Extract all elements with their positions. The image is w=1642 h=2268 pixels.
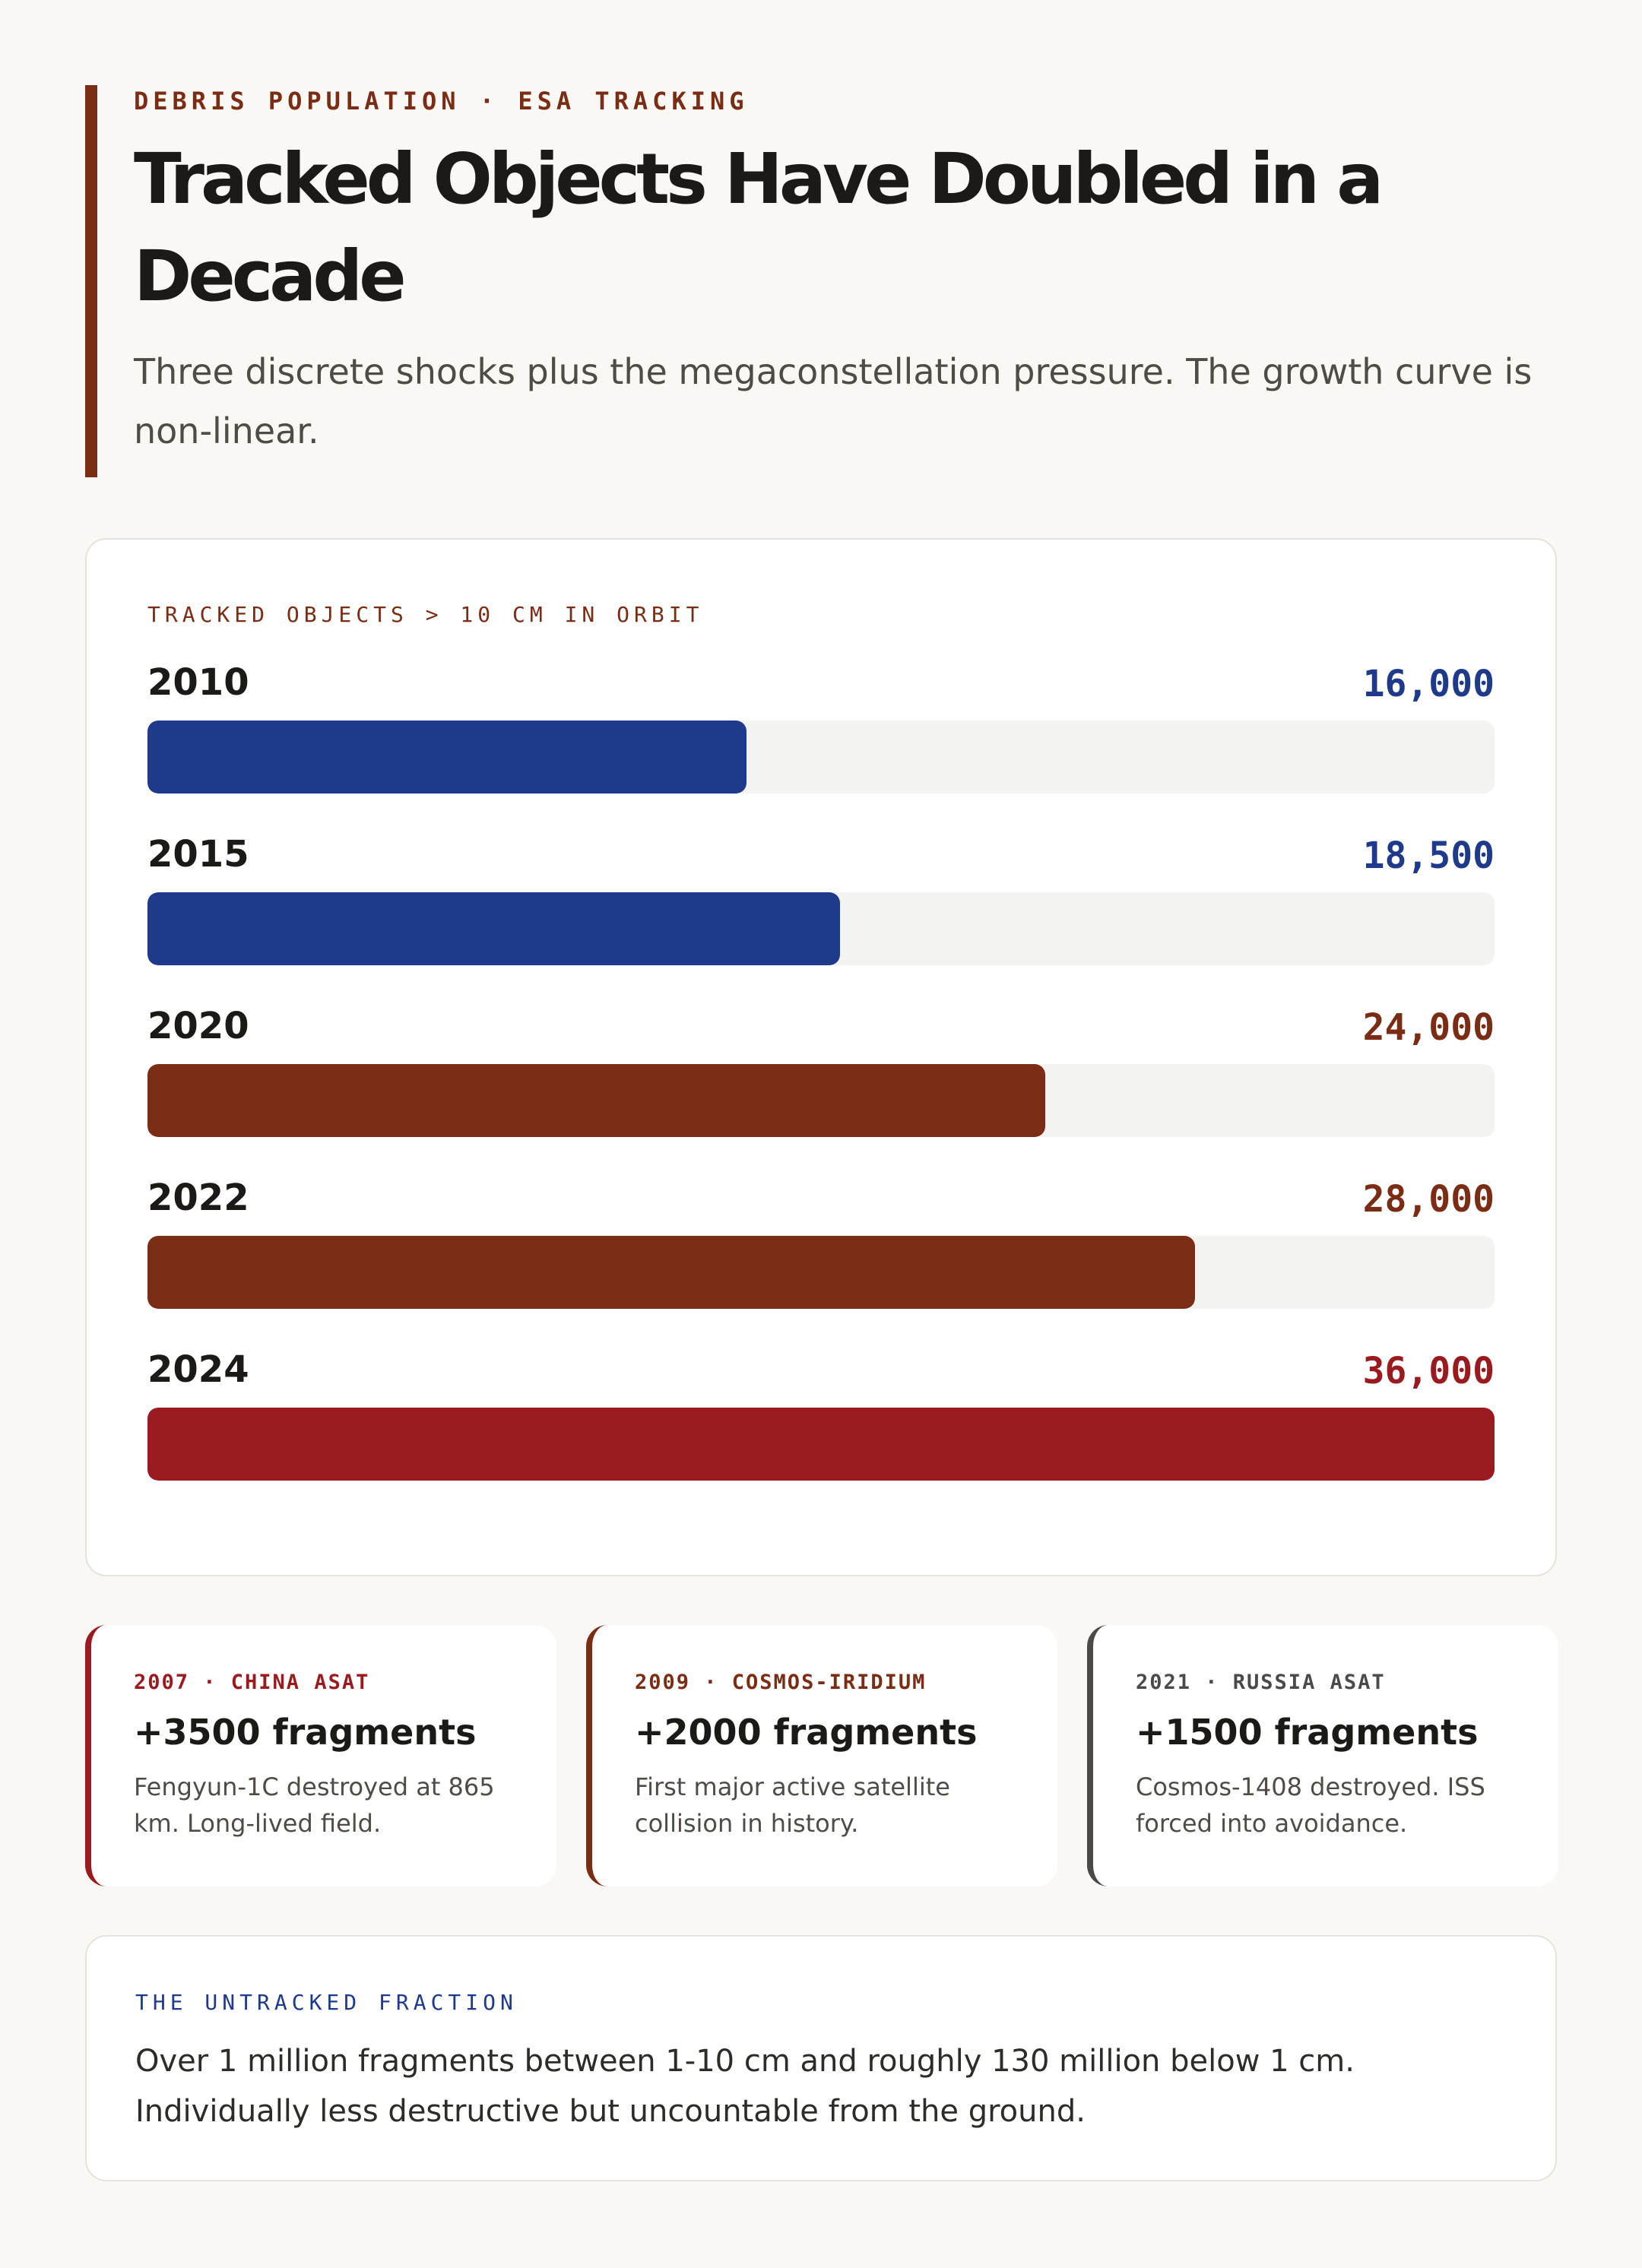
bar-category-label: 2010	[147, 661, 249, 704]
bar-value-label: 36,000	[1362, 1350, 1495, 1392]
event-tag: 2021 · RUSSIA ASAT	[1136, 1671, 1386, 1694]
bar-row: 2010 16,000	[147, 661, 1495, 806]
bar-value-label: 28,000	[1362, 1178, 1495, 1221]
chart-card: TRACKED OBJECTS > 10 CM IN ORBIT 2010 16,…	[85, 538, 1557, 1576]
bar	[147, 892, 840, 965]
bar-track	[147, 721, 1495, 793]
bar-track	[147, 892, 1495, 965]
bar-track	[147, 1236, 1495, 1309]
note-card: THE UNTRACKED FRACTION Over 1 million fr…	[85, 1935, 1557, 2181]
bar	[147, 1236, 1195, 1309]
bar-category-label: 2015	[147, 833, 249, 876]
event-tag: 2009 · COSMOS-IRIDIUM	[635, 1671, 927, 1694]
bar-row: 2020 24,000	[147, 1005, 1495, 1149]
bar-category-label: 2022	[147, 1177, 249, 1219]
bar	[147, 1064, 1045, 1137]
bar-row: 2015 18,500	[147, 833, 1495, 977]
eyebrow-label: DEBRIS POPULATION · ESA TRACKING	[134, 87, 749, 116]
bar	[147, 721, 747, 793]
bar-track	[147, 1064, 1495, 1137]
bar-category-label: 2020	[147, 1005, 249, 1047]
note-label: THE UNTRACKED FRACTION	[135, 1990, 518, 2015]
header: DEBRIS POPULATION · ESA TRACKING Tracked…	[85, 85, 1568, 477]
event-headline: +1500 fragments	[1136, 1712, 1479, 1753]
bar	[147, 1408, 1495, 1481]
event-card: 2021 · RUSSIA ASAT +1500 fragments Cosmos-…	[1087, 1625, 1558, 1886]
bar-row: 2024 36,000	[147, 1348, 1495, 1493]
bar-row: 2022 28,000	[147, 1177, 1495, 1321]
page-subtitle: Three discrete shocks plus the megaconst…	[134, 351, 1533, 451]
bar-track	[147, 1408, 1495, 1481]
bar-value-label: 24,000	[1362, 1006, 1495, 1049]
event-card: 2007 · CHINA ASAT +3500 fragments Fengyun-…	[85, 1625, 556, 1886]
note-text: Over 1 million fragments between 1-10 cm…	[135, 2044, 1355, 2129]
event-headline: +3500 fragments	[134, 1712, 477, 1753]
chart-title: TRACKED OBJECTS > 10 CM IN ORBIT	[147, 602, 704, 627]
event-description: Cosmos-1408 destroyed. ISS forced into a…	[1136, 1772, 1485, 1838]
event-description: Fengyun-1C destroyed at 865 km. Long-liv…	[134, 1772, 495, 1838]
event-tag: 2007 · CHINA ASAT	[134, 1671, 370, 1694]
event-description: First major active satellite collision i…	[635, 1772, 950, 1838]
bar-category-label: 2024	[147, 1348, 249, 1391]
page-title: Tracked Objects Have Doubled in a Decade	[134, 138, 1384, 317]
bar-value-label: 16,000	[1362, 663, 1495, 705]
bar-value-label: 18,500	[1362, 835, 1495, 877]
event-card: 2009 · COSMOS-IRIDIUM +2000 fragments Firs…	[586, 1625, 1057, 1886]
event-headline: +2000 fragments	[635, 1712, 978, 1753]
